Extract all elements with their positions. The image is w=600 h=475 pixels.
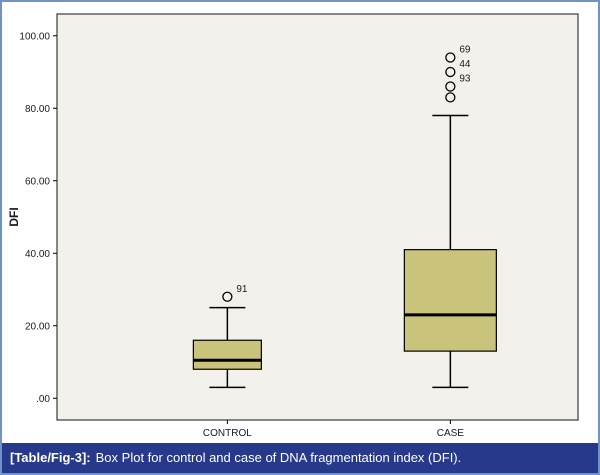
caption-label: [Table/Fig-3]: [10, 450, 91, 465]
plot-area [56, 13, 579, 421]
boxplot-chart: .00 20.00 40.00 60.00 80.00 100.00 DFI CONTROL 9… [7, 13, 579, 439]
outlier-marker [445, 66, 456, 78]
y-tick-label: 20.00 [25, 321, 50, 332]
outlier-label: 44 [459, 59, 471, 70]
figure-caption: [Table/Fig-3]: Box Plot for control and c… [2, 443, 598, 473]
y-tick-label: 80.00 [25, 104, 50, 115]
y-tick-label: 60.00 [25, 176, 50, 187]
outlier-label: 93 [459, 74, 471, 85]
y-tick-label: .00 [36, 394, 50, 405]
outlier-marker [222, 291, 233, 302]
box-case [403, 249, 497, 352]
boxplot-chart-area: .00 20.00 40.00 60.00 80.00 100.00 DFI CONTROL 9… [2, 2, 598, 443]
y-tick-label: 100.00 [19, 31, 50, 42]
outlier-marker [445, 81, 456, 92]
outlier-label: 69 [459, 45, 471, 56]
outlier-marker [445, 92, 456, 103]
outlier-marker [445, 52, 456, 63]
caption-text: Box Plot for control and case of DNA fra… [95, 450, 462, 465]
y-tick-label: 40.00 [25, 249, 50, 260]
x-category-label: CONTROL [203, 428, 252, 439]
y-axis-title: DFI [7, 207, 21, 226]
outlier-label: 91 [236, 284, 248, 295]
x-category-label: CASE [437, 428, 465, 439]
box-control [192, 339, 262, 370]
